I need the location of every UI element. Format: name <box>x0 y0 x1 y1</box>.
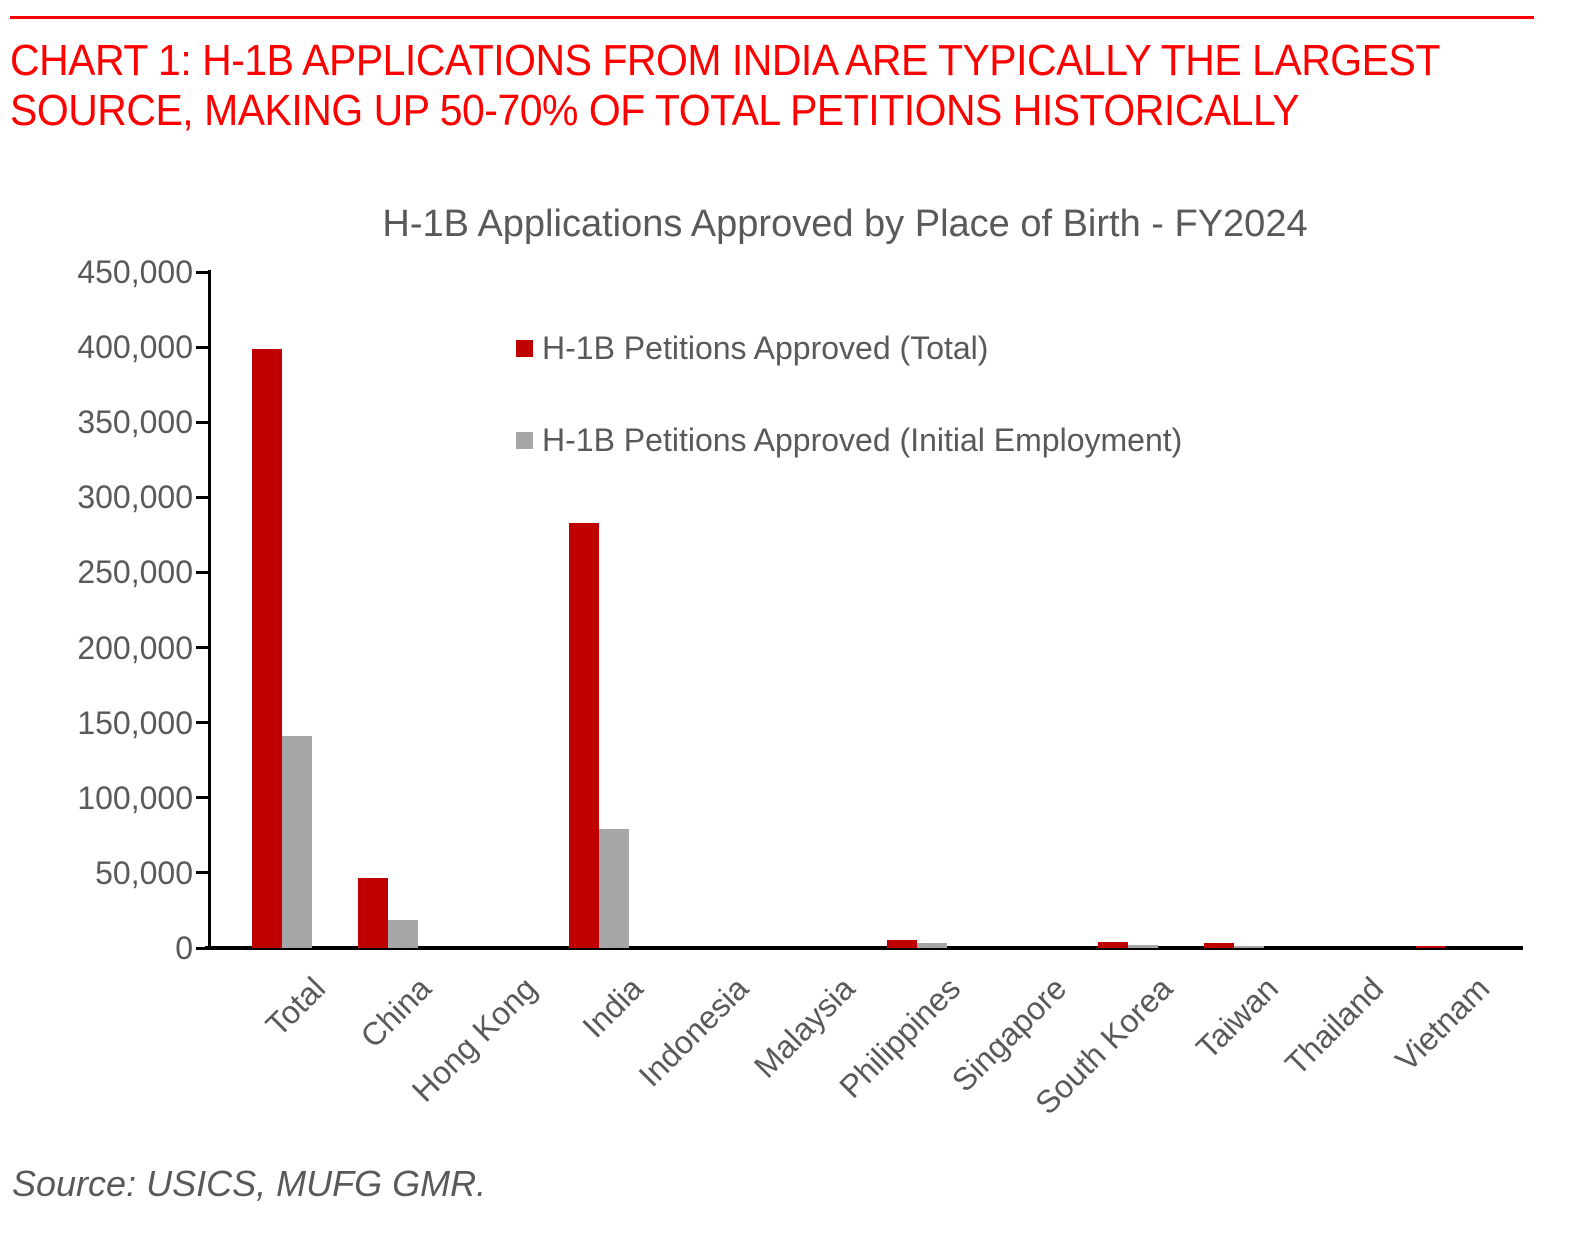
y-axis-tick-label: 200,000 <box>77 629 193 666</box>
y-axis-tick <box>196 871 208 875</box>
x-axis-label-india: India <box>575 970 650 1045</box>
legend-label-initial-employment: H-1B Petitions Approved (Initial Employm… <box>542 421 1183 458</box>
bar-total-philippines <box>886 940 917 948</box>
y-axis-tick <box>196 345 208 349</box>
bar-initial-china <box>387 920 418 948</box>
y-axis-tick <box>196 495 208 499</box>
x-axis-label-total: Total <box>259 970 333 1044</box>
report-heading: CHART 1: H-1B APPLICATIONS FROM INDIA AR… <box>10 36 1440 136</box>
x-axis-label-indonesia: Indonesia <box>632 970 756 1094</box>
bar-total-china <box>357 878 388 948</box>
x-axis-label-china: China <box>353 970 439 1055</box>
y-axis-tick <box>196 646 208 650</box>
y-axis-tick <box>196 796 208 800</box>
y-axis-tick-label: 150,000 <box>77 704 193 741</box>
legend-item-total: H-1B Petitions Approved (Total) <box>516 330 1182 366</box>
x-axis-label-taiwan: Taiwan <box>1188 970 1285 1066</box>
y-axis-tick-label: 100,000 <box>77 779 193 816</box>
x-axis-label-vietnam: Vietnam <box>1388 970 1497 1079</box>
legend-swatch-initial-icon <box>516 431 533 449</box>
y-axis-tick <box>196 946 208 950</box>
legend-item-initial-employment: H-1B Petitions Approved (Initial Employm… <box>516 422 1182 458</box>
y-axis-tick-label: 400,000 <box>77 329 193 366</box>
bar-total-vietnam <box>1415 946 1446 948</box>
source-note: Source: USICS, MUFG GMR. <box>12 1163 487 1204</box>
bar-initial-total <box>282 736 312 948</box>
bar-total-south-korea <box>1098 941 1129 948</box>
y-axis-tick-label: 350,000 <box>77 404 193 441</box>
report-heading-line1: CHART 1: H-1B APPLICATIONS FROM INDIA AR… <box>10 36 1440 85</box>
y-axis-tick-label: 50,000 <box>95 854 193 891</box>
report-heading-line2: SOURCE, MAKING UP 50-70% OF TOTAL PETITI… <box>10 86 1300 135</box>
bar-total-india <box>569 522 600 948</box>
y-axis-tick <box>196 420 208 424</box>
y-axis-tick <box>196 570 208 574</box>
legend-swatch-total-icon <box>516 339 533 357</box>
x-axis-line <box>205 946 1523 950</box>
bar-initial-taiwan <box>1234 945 1265 948</box>
bar-initial-philippines <box>916 943 947 948</box>
bar-initial-india <box>599 829 630 948</box>
chart-title: H-1B Applications Approved by Place of B… <box>382 203 1308 245</box>
y-axis-tick <box>196 270 208 274</box>
y-axis-tick-label: 450,000 <box>77 254 193 290</box>
top-rule-divider <box>10 16 1534 19</box>
bar-total-total <box>252 348 282 948</box>
chart-legend: H-1B Petitions Approved (Total) H-1B Pet… <box>516 330 1182 458</box>
y-axis-tick-label: 250,000 <box>77 554 193 591</box>
y-axis-tick <box>196 721 208 725</box>
y-axis-line <box>208 270 211 950</box>
x-axis-label-thailand: Thailand <box>1278 970 1391 1083</box>
legend-label-total: H-1B Petitions Approved (Total) <box>542 329 989 366</box>
bar-initial-south-korea <box>1128 944 1159 948</box>
y-axis-tick-label: 300,000 <box>77 479 193 516</box>
y-axis-tick-label: 0 <box>175 930 193 966</box>
bar-total-taiwan <box>1204 943 1235 948</box>
